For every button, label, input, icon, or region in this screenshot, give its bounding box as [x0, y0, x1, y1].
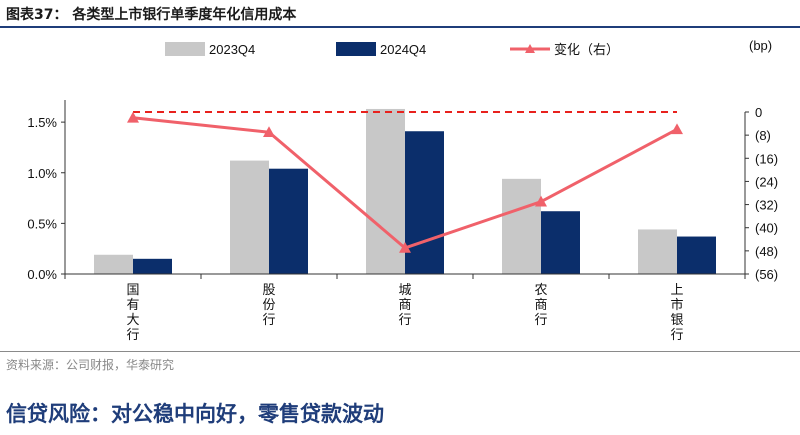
bar-2024q4-0 — [133, 258, 172, 274]
category-label: 农商行 — [534, 282, 547, 327]
category-label: 股份行 — [262, 282, 275, 327]
left-tick-label: 0.0% — [27, 267, 57, 282]
category-label: 上市银行 — [670, 282, 683, 342]
left-tick-label: 1.5% — [27, 115, 57, 130]
category-label: 国有大行 — [126, 282, 139, 342]
figure-title: 图表37： 各类型上市银行单季度年化信用成本 — [6, 7, 297, 23]
bar-2023q4-4 — [638, 229, 677, 274]
change-marker-0 — [127, 111, 139, 123]
source-note: 资料来源：公司财报，华泰研究 — [6, 358, 175, 372]
bar-2023q4-2 — [366, 108, 405, 275]
right-axis-unit: (bp) — [749, 38, 772, 53]
bar-2024q4-4 — [677, 236, 716, 274]
right-tick-label: (32) — [755, 198, 778, 213]
bar-2023q4-1 — [230, 160, 269, 274]
legend-label: 2023Q4 — [209, 42, 255, 57]
change-marker-3 — [535, 195, 547, 207]
legend-label: 2024Q4 — [380, 42, 426, 57]
legend-swatch-marker — [525, 44, 535, 53]
bar-2024q4-2 — [405, 131, 444, 274]
legend-swatch-0 — [165, 42, 205, 56]
right-tick-label: (16) — [755, 151, 778, 166]
bar-2023q4-3 — [502, 178, 541, 274]
section-headline: 信贷风险：对公稳中向好，零售贷款波动 — [6, 401, 384, 426]
bar-2023q4-0 — [94, 254, 133, 274]
right-tick-label: (40) — [755, 221, 778, 236]
right-tick-label: (8) — [755, 128, 771, 143]
right-tick-label: (24) — [755, 174, 778, 189]
title-divider — [0, 26, 800, 28]
left-tick-label: 0.5% — [27, 216, 57, 231]
change-marker-4 — [671, 123, 683, 135]
right-tick-label: (56) — [755, 267, 778, 282]
left-tick-label: 1.0% — [27, 166, 57, 181]
legend-label: 变化（右） — [554, 42, 619, 57]
chart: 0.0% 0.5% 1.0% 1.5% 国有大行 股份行 城商行 农商行 上市银行 0 (8) (16… — [27, 38, 778, 342]
source-divider — [0, 351, 800, 352]
change-marker-1 — [263, 126, 275, 138]
bar-2024q4-1 — [269, 168, 308, 274]
right-tick-label: (48) — [755, 244, 778, 259]
category-label: 城商行 — [398, 282, 411, 327]
legend-swatch-1 — [336, 42, 376, 56]
change-marker-2 — [399, 241, 411, 253]
bar-2024q4-3 — [541, 211, 580, 274]
right-tick-label: 0 — [755, 105, 762, 120]
